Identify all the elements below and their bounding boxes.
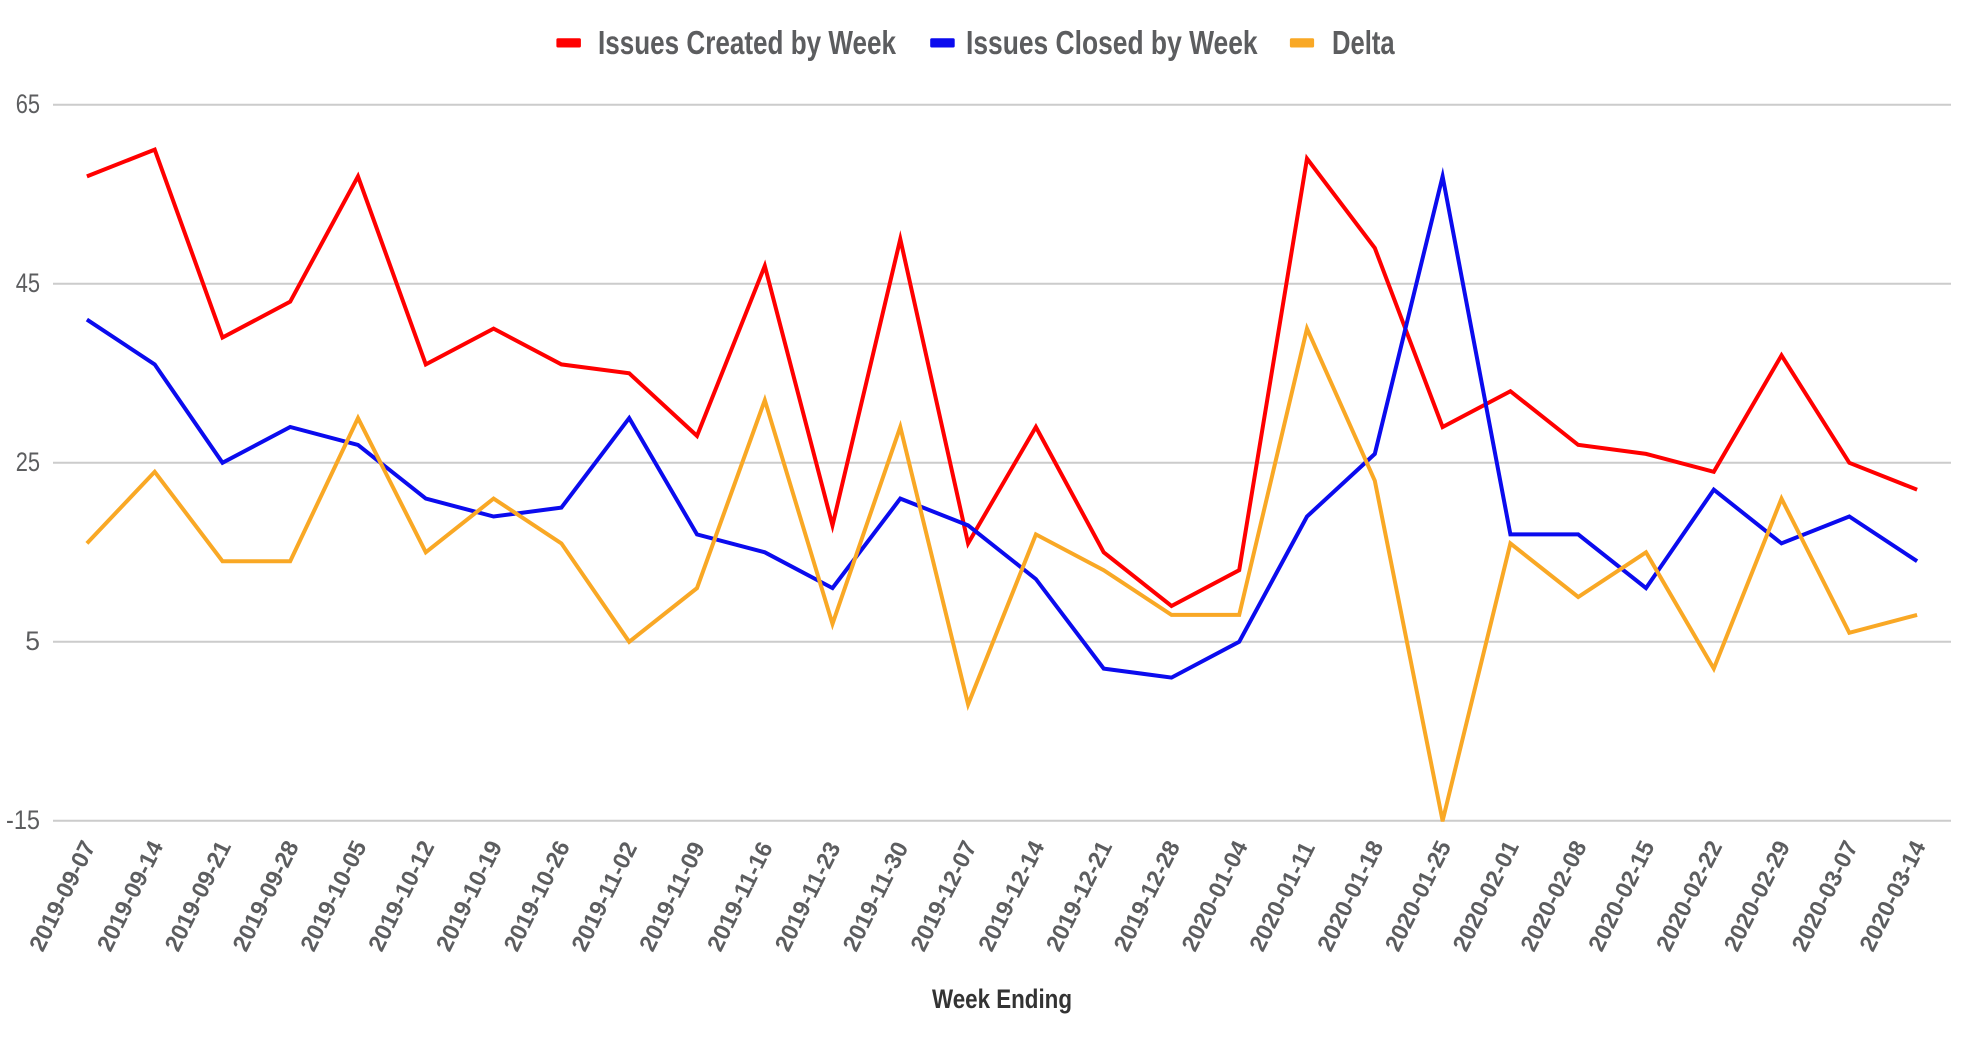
svg-text:Week Ending: Week Ending bbox=[932, 984, 1072, 1014]
svg-text:65: 65 bbox=[16, 89, 40, 119]
svg-text:5: 5 bbox=[25, 626, 40, 656]
svg-text:Issues Created by Week: Issues Created by Week bbox=[598, 24, 897, 61]
svg-text:25: 25 bbox=[16, 447, 40, 477]
svg-text:Issues Closed by Week: Issues Closed by Week bbox=[966, 24, 1258, 61]
svg-text:Delta: Delta bbox=[1332, 24, 1395, 61]
svg-text:45: 45 bbox=[16, 268, 40, 298]
svg-text:-15: -15 bbox=[6, 805, 40, 835]
